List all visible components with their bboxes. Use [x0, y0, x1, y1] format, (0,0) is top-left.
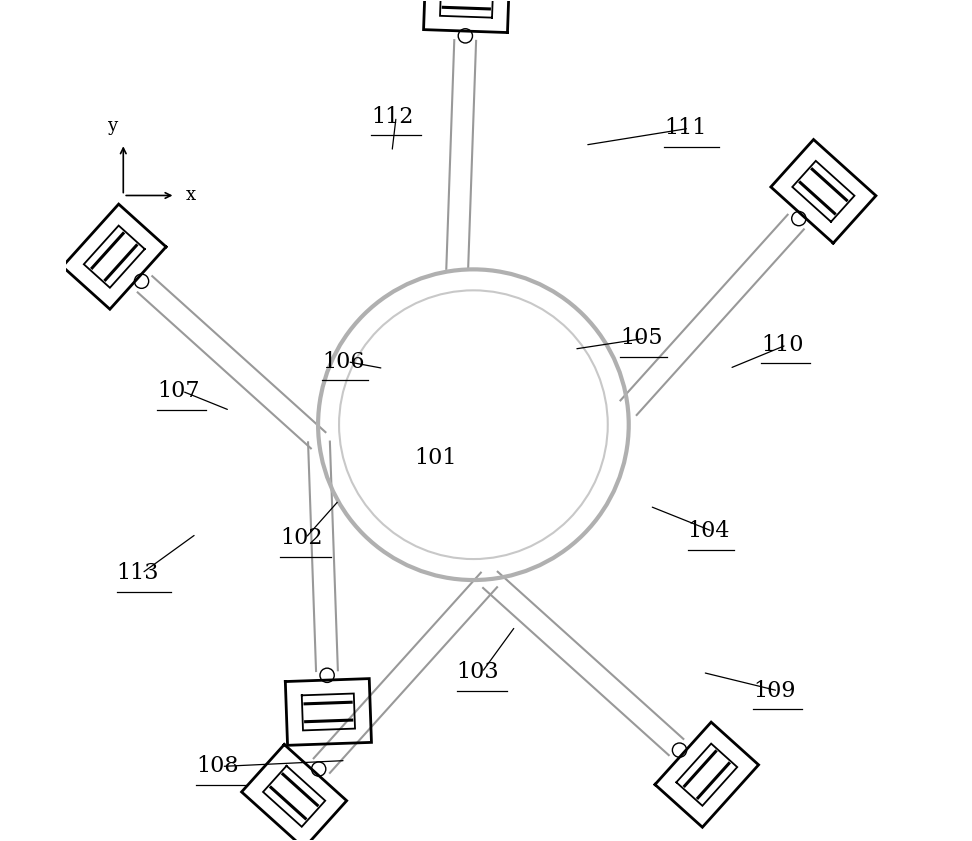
- Text: 104: 104: [687, 521, 730, 542]
- Text: 102: 102: [280, 527, 323, 549]
- Text: 105: 105: [620, 327, 663, 349]
- Text: 110: 110: [761, 334, 804, 356]
- Text: y: y: [107, 117, 118, 135]
- Text: 101: 101: [415, 447, 457, 469]
- Text: 111: 111: [664, 117, 707, 140]
- Text: 108: 108: [196, 755, 239, 777]
- Text: x: x: [187, 187, 196, 204]
- Text: 106: 106: [323, 351, 364, 373]
- Text: 112: 112: [371, 106, 413, 128]
- Text: 103: 103: [457, 661, 500, 684]
- Text: 107: 107: [156, 380, 199, 402]
- Text: 113: 113: [117, 563, 159, 584]
- Text: 109: 109: [753, 680, 795, 702]
